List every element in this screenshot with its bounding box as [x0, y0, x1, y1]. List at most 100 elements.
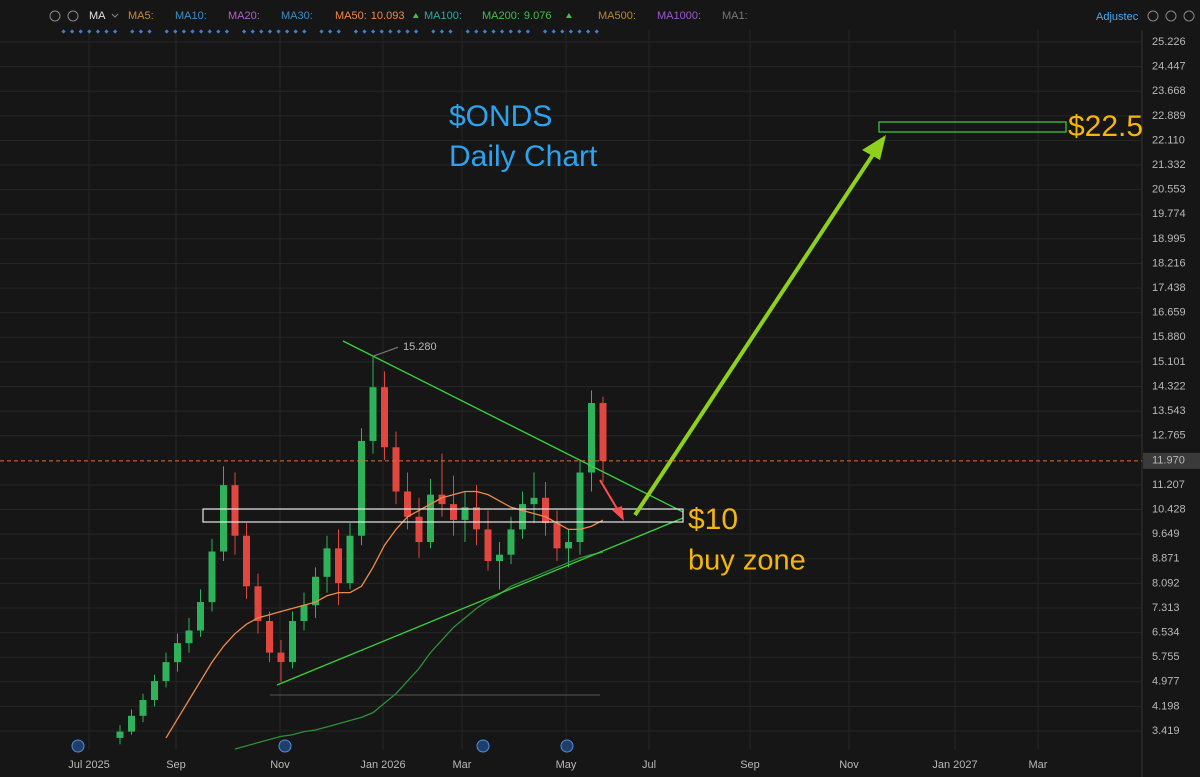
candle-body — [185, 630, 193, 644]
toolbar-icon[interactable] — [1147, 10, 1159, 22]
y-tick-label: 16.659 — [1152, 307, 1186, 319]
candle-body — [151, 681, 158, 701]
x-tick-label: Jan 2027 — [932, 759, 977, 771]
y-tick-label: 7.313 — [1152, 602, 1180, 614]
y-tick-label: 15.880 — [1152, 331, 1186, 343]
x-tick-label: May — [556, 759, 577, 771]
y-tick-label: 14.322 — [1152, 380, 1186, 392]
y-tick-label: 19.774 — [1152, 208, 1186, 220]
candle-body — [335, 548, 342, 584]
candle-body — [323, 548, 331, 577]
candle-body — [174, 643, 181, 663]
candle-body — [208, 551, 216, 603]
x-tick-label: Sep — [166, 759, 186, 771]
moving-average-line — [165, 490, 604, 739]
candle-body — [473, 507, 480, 530]
candle-body — [484, 529, 492, 561]
ma-legend-item: MA50: — [335, 10, 367, 22]
peak-label: 15.280 — [403, 341, 437, 353]
candle-body — [300, 605, 308, 622]
toolbar-icon[interactable] — [1183, 10, 1195, 22]
candle-body — [565, 542, 572, 549]
adjust-button[interactable]: Adjustec — [1096, 11, 1139, 23]
candle-body — [588, 403, 595, 473]
x-tick-label: Mar — [1029, 759, 1048, 771]
candle-body — [542, 497, 549, 524]
trend-icon — [565, 13, 572, 18]
ma-legend-item: MA30: — [281, 10, 313, 22]
candle-body — [139, 700, 147, 716]
candle-body — [461, 507, 469, 520]
trend-icon — [412, 13, 419, 18]
y-tick-label: 21.332 — [1152, 159, 1186, 171]
candle-body — [197, 602, 204, 631]
earnings-marker — [476, 739, 490, 753]
y-tick-label: 23.668 — [1152, 85, 1186, 97]
y-tick-label: 11.207 — [1152, 479, 1185, 491]
chart-title: $ONDS — [449, 100, 552, 133]
arrow-head — [862, 135, 886, 160]
ma-legend-item: MA200: — [482, 10, 520, 22]
event-dot — [104, 29, 109, 34]
ma-label[interactable]: MA — [89, 10, 106, 22]
ma-legend-item: MA100: — [424, 10, 462, 22]
candle-body — [427, 494, 434, 543]
y-tick-label: 9.649 — [1152, 528, 1180, 540]
event-dot — [224, 29, 230, 34]
event-dot — [69, 29, 75, 34]
candle-body — [358, 440, 365, 536]
x-tick-label: Sep — [740, 759, 760, 771]
close-icon[interactable] — [67, 10, 79, 22]
candle-body — [404, 491, 411, 517]
event-dot — [138, 29, 144, 34]
event-dot — [207, 29, 212, 34]
y-tick-label: 3.419 — [1152, 725, 1180, 737]
y-tick-label: 5.755 — [1152, 651, 1180, 663]
event-dot — [173, 29, 178, 34]
y-tick-label: 10.428 — [1152, 503, 1186, 515]
event-dot — [198, 29, 204, 34]
event-dot — [250, 29, 255, 34]
candle-body — [277, 652, 285, 663]
y-tick-label: 17.438 — [1152, 282, 1186, 294]
y-tick-label: 13.543 — [1152, 405, 1186, 417]
settings-icon[interactable] — [49, 10, 61, 22]
candle-body — [289, 621, 296, 663]
event-dot — [87, 29, 92, 34]
ma-legend-value: 9.076 — [524, 10, 552, 22]
earnings-markers — [71, 739, 574, 753]
candle-body — [496, 554, 503, 561]
dropdown-icon[interactable] — [111, 13, 119, 18]
x-tick-label: Nov — [270, 759, 290, 771]
current-price-box — [1143, 452, 1200, 469]
current-price-label: 11.970 — [1152, 455, 1185, 467]
event-dot — [78, 29, 83, 34]
y-tick-label: 18.216 — [1152, 257, 1186, 269]
ma-legend-item: MA1: — [722, 10, 748, 22]
candle-body — [438, 494, 446, 505]
candle-body — [392, 447, 400, 492]
moving-average-line — [234, 551, 604, 750]
candle-body — [381, 387, 388, 448]
toolbar-icon[interactable] — [1165, 10, 1177, 22]
x-tick-label: Jul 2025 — [68, 759, 110, 771]
candle-body — [415, 516, 423, 543]
event-dot — [112, 29, 118, 34]
y-tick-label: 25.226 — [1152, 36, 1186, 48]
annotation: $22.5 — [1068, 110, 1143, 143]
event-dot — [147, 29, 152, 34]
candle-body — [162, 662, 170, 682]
peak-marker — [372, 346, 399, 357]
annotation: $10 — [688, 503, 738, 536]
ma-legend-item: MA500: — [598, 10, 636, 22]
target-arrow — [633, 148, 878, 517]
candle-body — [254, 586, 262, 622]
candle-body — [530, 497, 538, 505]
event-dot — [130, 29, 135, 34]
y-tick-label: 22.110 — [1152, 134, 1185, 146]
earnings-marker — [71, 739, 85, 753]
x-tick-label: Mar — [453, 759, 472, 771]
event-dot — [95, 29, 101, 34]
ma-legend-value: 10.093 — [371, 10, 405, 22]
